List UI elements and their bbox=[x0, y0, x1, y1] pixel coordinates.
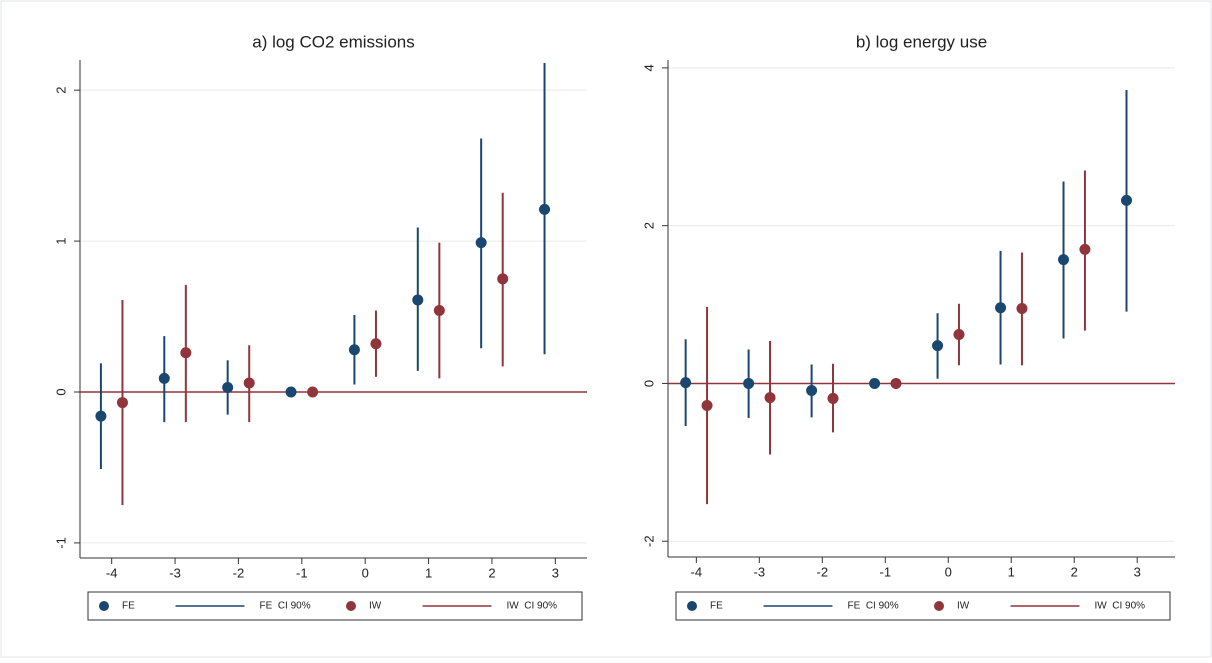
legend-marker bbox=[346, 601, 356, 611]
legend-box bbox=[87, 591, 583, 621]
legend-label: IW CI 90% bbox=[507, 601, 558, 612]
y-tick-label: -1 bbox=[53, 537, 68, 549]
x-tick-label: 0 bbox=[362, 565, 369, 580]
x-tick-label: 1 bbox=[1008, 564, 1015, 579]
x-tick-label: 2 bbox=[1071, 564, 1078, 579]
y-tick-label: -2 bbox=[641, 535, 656, 547]
legend-label: FE bbox=[122, 601, 135, 612]
x-tick-label: 2 bbox=[488, 565, 495, 580]
point bbox=[95, 410, 107, 422]
point bbox=[180, 347, 192, 359]
x-tick-label: -4 bbox=[691, 564, 703, 579]
point bbox=[348, 344, 360, 356]
x-tick-label: -1 bbox=[880, 564, 892, 579]
point bbox=[158, 372, 170, 384]
x-tick-label: -1 bbox=[296, 565, 308, 580]
legend-label: FE CI 90% bbox=[848, 601, 899, 612]
point bbox=[370, 338, 382, 350]
y-tick-label: 0 bbox=[641, 380, 656, 387]
x-tick-label: -3 bbox=[169, 565, 181, 580]
y-tick-label: 1 bbox=[53, 237, 68, 244]
point bbox=[1079, 243, 1091, 255]
point bbox=[412, 294, 424, 306]
point bbox=[953, 329, 965, 341]
point bbox=[539, 203, 551, 215]
legend-label: IW bbox=[957, 601, 970, 612]
point bbox=[701, 400, 713, 412]
legend-marker bbox=[934, 601, 944, 611]
point bbox=[1058, 254, 1070, 266]
x-tick-label: 3 bbox=[1134, 564, 1141, 579]
y-tick-label: 2 bbox=[641, 222, 656, 229]
legend-marker bbox=[687, 601, 697, 611]
point bbox=[743, 377, 755, 389]
y-tick-label: 0 bbox=[53, 388, 68, 395]
legend-label: IW CI 90% bbox=[1095, 601, 1146, 612]
x-tick-label: -4 bbox=[106, 565, 118, 580]
x-tick-label: -3 bbox=[754, 564, 766, 579]
legend-label: FE CI 90% bbox=[260, 601, 311, 612]
point bbox=[433, 305, 445, 317]
point bbox=[827, 392, 839, 404]
x-tick-label: -2 bbox=[817, 564, 829, 579]
point bbox=[995, 302, 1007, 314]
legend-marker bbox=[99, 601, 109, 611]
y-tick-label: 2 bbox=[53, 87, 68, 94]
point bbox=[307, 386, 319, 398]
point bbox=[243, 377, 255, 389]
x-tick-label: 0 bbox=[945, 564, 952, 579]
point bbox=[680, 377, 692, 389]
point bbox=[932, 340, 944, 352]
point bbox=[222, 381, 234, 393]
legend-label: IW bbox=[369, 601, 382, 612]
point bbox=[806, 385, 818, 397]
chart-title: a) log CO2 emissions bbox=[252, 32, 415, 51]
point bbox=[1016, 303, 1028, 314]
chart-title: b) log energy use bbox=[856, 32, 987, 51]
legend-label: FE bbox=[710, 601, 723, 612]
point bbox=[475, 237, 487, 249]
x-tick-label: 1 bbox=[425, 565, 432, 580]
point bbox=[116, 397, 128, 409]
point bbox=[285, 386, 297, 398]
x-tick-label: -2 bbox=[233, 565, 245, 580]
y-tick-label: 4 bbox=[641, 64, 656, 71]
legend-box bbox=[675, 591, 1171, 621]
point bbox=[890, 377, 902, 389]
point bbox=[869, 377, 881, 389]
point bbox=[497, 273, 509, 285]
point bbox=[1121, 194, 1133, 206]
point bbox=[764, 392, 776, 404]
x-tick-label: 3 bbox=[552, 565, 559, 580]
